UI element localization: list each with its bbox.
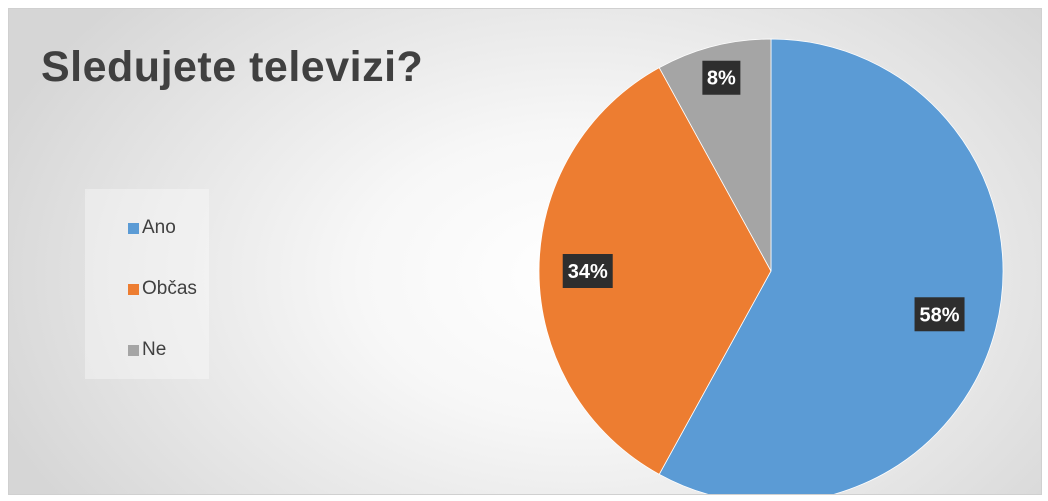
legend-label-obcas: Občas (142, 278, 197, 299)
legend-swatch-ano (128, 222, 139, 234)
data-label-ne: 8% (702, 60, 741, 95)
legend-item-ne: Ne (128, 339, 166, 361)
data-label-obcas: 34% (562, 254, 613, 288)
data-label-box-ano (914, 297, 965, 332)
pie-slice-ano (658, 38, 1004, 494)
data-label-text-ne: 8% (707, 68, 736, 90)
pie-data-labels: 58% 34% 8% (562, 60, 965, 332)
data-label-ano: 58% (914, 297, 965, 332)
legend-item-ano: Ano (128, 217, 176, 239)
legend-swatch-obcas (128, 283, 139, 295)
legend-label-ano: Ano (142, 217, 176, 238)
pie-slice-obcas (538, 67, 772, 475)
data-label-box-obcas (562, 254, 613, 288)
pie-slice-ne (658, 38, 772, 272)
data-label-box-ne (702, 60, 741, 95)
pie-slices (538, 38, 1004, 494)
chart-area: Sledujete televizi? Ano Občas Ne 58% 34% 8… (8, 8, 1042, 495)
data-label-text-obcas: 34% (568, 261, 608, 283)
legend-item-obcas: Občas (128, 278, 197, 300)
chart-title: Sledujete televizi? (41, 43, 424, 91)
legend-label-ne: Ne (142, 339, 167, 360)
pie-chart: 58% 34% 8% (538, 38, 1004, 494)
data-label-text-ano: 58% (920, 304, 960, 326)
legend-swatch-ne (128, 344, 139, 356)
legend: Ano Občas Ne (85, 189, 209, 379)
